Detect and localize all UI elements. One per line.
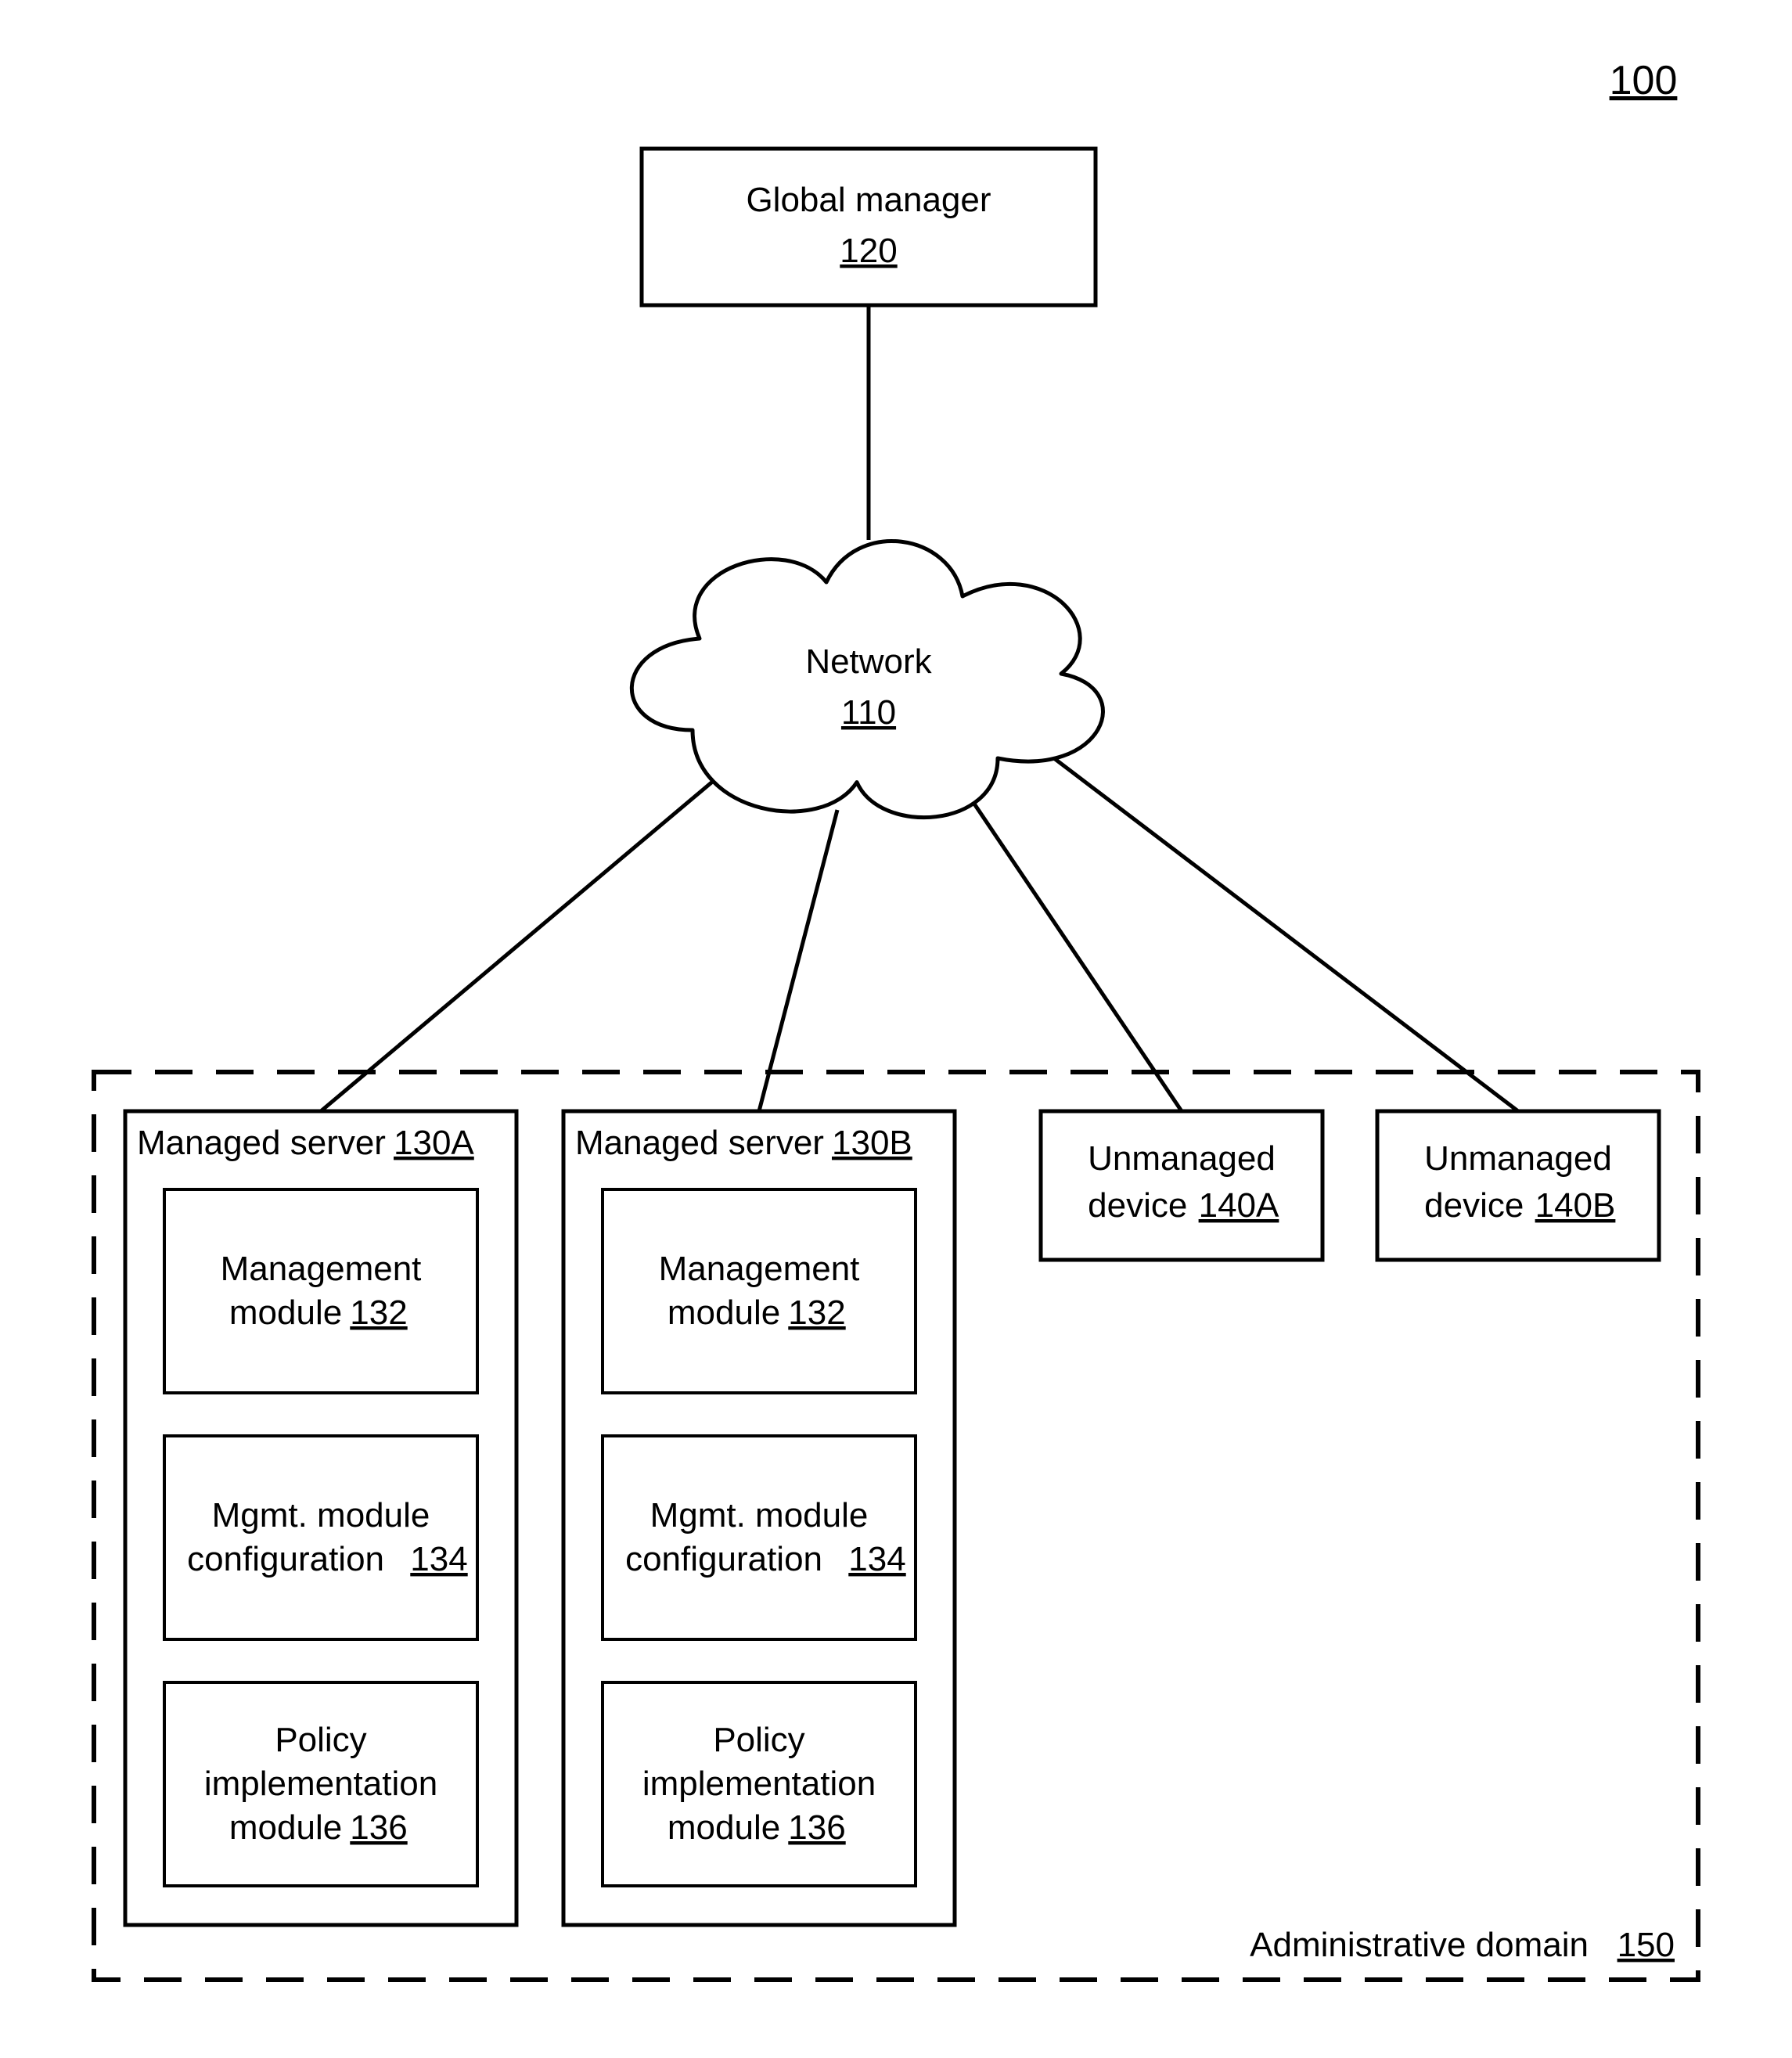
svg-text:module: module	[668, 1808, 780, 1847]
module-box: Policy implementation module136	[164, 1682, 477, 1886]
svg-text:implementation: implementation	[204, 1765, 437, 1803]
svg-text:device: device	[1088, 1186, 1187, 1225]
svg-text:Administrative domain: Administrative domain	[1250, 1926, 1589, 1964]
svg-text:Management: Management	[659, 1250, 860, 1288]
module-box: Mgmt. module configuration 134	[603, 1436, 916, 1639]
svg-text:134: 134	[410, 1540, 467, 1578]
module-box: Management module132	[603, 1189, 916, 1393]
svg-text:Managed server: Managed server	[137, 1124, 386, 1162]
svg-text:Policy: Policy	[275, 1721, 366, 1759]
svg-text:module: module	[229, 1808, 342, 1847]
svg-text:module: module	[668, 1293, 780, 1332]
module-box: Management module132	[164, 1189, 477, 1393]
svg-text:Network: Network	[805, 642, 932, 681]
module-box: Mgmt. module configuration 134	[164, 1436, 477, 1639]
svg-text:140A: 140A	[1199, 1186, 1279, 1225]
svg-text:134: 134	[848, 1540, 905, 1578]
svg-text:132: 132	[788, 1293, 845, 1332]
svg-text:100: 100	[1610, 58, 1678, 103]
svg-text:Management: Management	[221, 1250, 422, 1288]
svg-text:Global manager: Global manager	[746, 181, 991, 219]
svg-text:Policy: Policy	[713, 1721, 804, 1759]
svg-text:130A: 130A	[394, 1124, 474, 1162]
svg-text:configuration: configuration	[187, 1540, 384, 1578]
svg-text:Unmanaged: Unmanaged	[1088, 1139, 1276, 1178]
svg-text:Unmanaged: Unmanaged	[1424, 1139, 1612, 1178]
managed-server-b: Managed server130BManagementmodule132Mgm…	[563, 1111, 955, 1925]
svg-text:132: 132	[350, 1293, 407, 1332]
unmanaged-device-b: Unmanaged device 140B	[1377, 1111, 1659, 1260]
svg-text:136: 136	[350, 1808, 407, 1847]
global-manager-box: Global manager 120	[642, 149, 1096, 305]
svg-text:110: 110	[841, 693, 896, 732]
module-box: Policy implementation module136	[603, 1682, 916, 1886]
svg-text:120: 120	[840, 232, 897, 270]
svg-text:implementation: implementation	[642, 1765, 876, 1803]
unmanaged-device-a: Unmanaged device 140A	[1041, 1111, 1322, 1260]
svg-text:module: module	[229, 1293, 342, 1332]
svg-text:Managed server: Managed server	[575, 1124, 824, 1162]
managed-server-a: Managed server130AManagementmodule132Mgm…	[125, 1111, 516, 1925]
svg-text:Mgmt. module: Mgmt. module	[212, 1496, 430, 1535]
svg-text:Mgmt. module: Mgmt. module	[650, 1496, 869, 1535]
svg-text:136: 136	[788, 1808, 845, 1847]
svg-text:130B: 130B	[832, 1124, 912, 1162]
svg-text:device: device	[1424, 1186, 1524, 1225]
svg-text:configuration: configuration	[625, 1540, 822, 1578]
svg-text:140B: 140B	[1535, 1186, 1616, 1225]
svg-text:150: 150	[1617, 1926, 1675, 1964]
